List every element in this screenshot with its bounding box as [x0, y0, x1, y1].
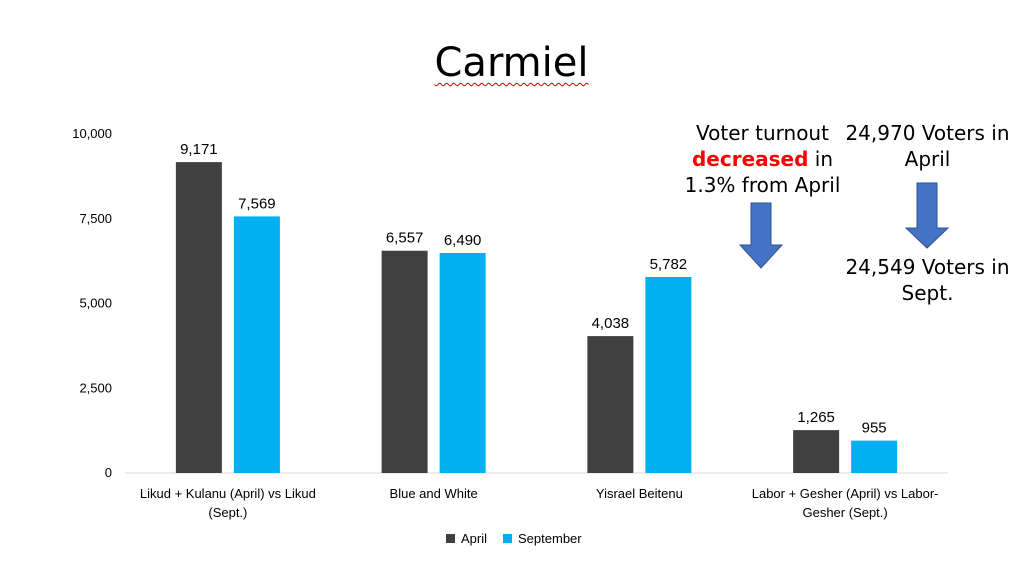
turnout-emphasis: decreased — [691, 147, 809, 171]
y-tick-label: 0 — [105, 465, 112, 480]
data-label: 9,171 — [180, 141, 218, 158]
bar-september — [439, 252, 486, 473]
chart-legend: April September — [446, 531, 582, 546]
chart-title: Carmiel — [434, 40, 589, 86]
bar-september — [851, 440, 898, 473]
april-voters-line2: April — [904, 147, 951, 171]
turnout-down-arrow-icon — [738, 202, 784, 269]
x-category-label: Likud + Kulanu (April) vs Likud — [140, 486, 316, 501]
turnout-line3: 1.3% from April — [684, 173, 841, 197]
data-label: 1,265 — [797, 409, 835, 426]
data-label: 5,782 — [650, 256, 688, 273]
bar-april — [381, 250, 428, 473]
data-label: 4,038 — [592, 315, 630, 332]
bar-april — [793, 430, 840, 473]
x-category-label: Gesher (Sept.) — [802, 505, 887, 520]
sept-voters-line1: 24,549 Voters in — [845, 255, 1010, 279]
x-category-label: Blue and White — [390, 486, 478, 501]
y-tick-label: 5,000 — [79, 296, 112, 311]
y-tick-label: 10,000 — [72, 126, 112, 141]
april-voters-line1: 24,970 Voters in — [845, 121, 1010, 145]
x-category-label: (Sept.) — [208, 505, 247, 520]
legend-swatch-april — [446, 534, 455, 543]
legend-swatch-september — [503, 534, 513, 543]
turnout-line1: Voter turnout — [696, 121, 829, 145]
turnout-annotation: Voter turnout decreased in 1.3% from Apr… — [680, 120, 845, 198]
bar-april — [175, 162, 222, 474]
legend-label-september: September — [518, 531, 582, 546]
bar-april — [587, 336, 634, 473]
april-voters-annotation: 24,970 Voters in April — [845, 120, 1010, 172]
sept-voters-annotation: 24,549 Voters in Sept. — [845, 254, 1010, 306]
y-tick-label: 2,500 — [79, 380, 112, 395]
turnout-in: in — [808, 147, 834, 171]
bar-september — [233, 216, 280, 474]
y-tick-label: 7,500 — [79, 211, 112, 226]
voters-down-arrow-icon — [904, 182, 950, 249]
x-category-label: Yisrael Beitenu — [596, 486, 683, 501]
sept-voters-line2: Sept. — [901, 281, 954, 305]
data-label: 6,490 — [444, 232, 482, 249]
data-label: 7,569 — [238, 195, 276, 212]
data-label: 955 — [862, 420, 887, 437]
x-category-label: Labor + Gesher (April) vs Labor- — [752, 486, 939, 501]
legend-label-april: April — [461, 531, 488, 546]
bar-september — [645, 276, 692, 473]
data-label: 6,557 — [386, 230, 424, 247]
